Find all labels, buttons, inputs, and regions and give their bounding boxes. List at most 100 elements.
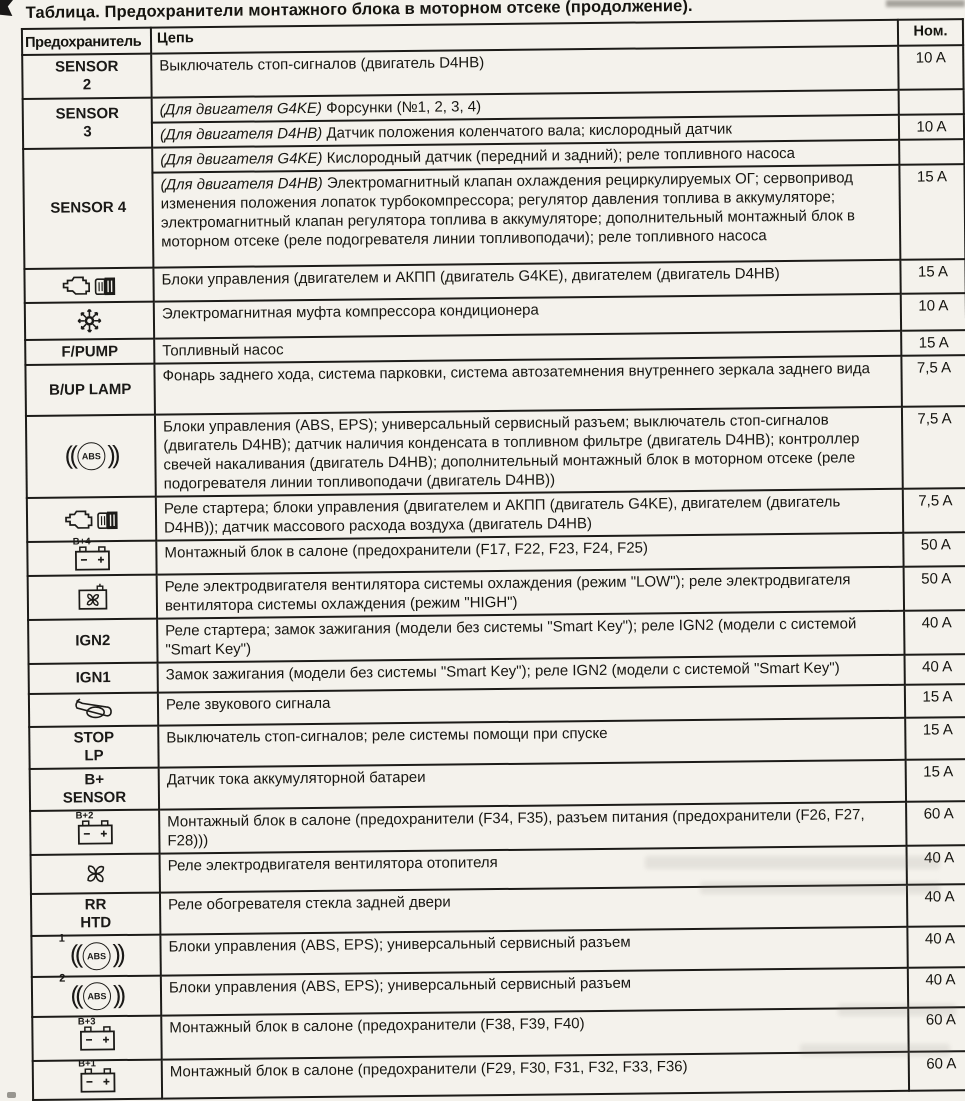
ac-compressor-icon <box>74 305 105 336</box>
battery-icon: B+4 <box>73 536 110 571</box>
circuit-cell: Монтажный блок в салоне (предохранители … <box>161 1007 909 1060</box>
fuse-code-label: B+4 <box>72 536 91 548</box>
circuit-text: Топливный насос <box>162 341 284 360</box>
circuit-cell: Реле электродвигателя вентилятора систем… <box>156 566 905 619</box>
circuit-cell: Реле стартера; блоки управления (двигате… <box>155 488 904 541</box>
table-row: ((ABS)) Блоки управления (ABS, EPS); унив… <box>25 406 965 498</box>
battery-icon: B+1 <box>78 1058 115 1093</box>
rating-cell: 40 A <box>907 967 965 1008</box>
fuse-cell <box>28 692 159 727</box>
header-fuse: Предохранитель <box>21 27 152 55</box>
circuit-cell: Фонарь заднего хода, система парковки, с… <box>154 355 902 415</box>
table-row: B+4 Монтажный блок в салоне (предохраните… <box>27 532 965 576</box>
circuit-text: Датчик тока аккумуляторной батареи <box>166 768 426 789</box>
fuse-cell: B+4 <box>27 536 157 576</box>
circuit-cell: Монтажный блок в салоне (предохранители … <box>161 1051 910 1099</box>
circuit-text: Кислородный датчик (передний и задний); … <box>322 144 796 167</box>
fuse-cell: SENSOR 2 <box>22 53 152 99</box>
table-row: B+2 Монтажный блок в салоне (предохраните… <box>30 801 965 855</box>
circuit-cell: Выключатель стоп-сигналов (двигатель D4H… <box>151 45 899 98</box>
fuse-code-label: B+2 <box>75 810 94 822</box>
circuit-text: Выключатель стоп-сигналов; реле системы … <box>166 724 608 747</box>
circuit-text: Блоки управления (ABS, EPS); универсальн… <box>168 974 632 997</box>
table-row: Реле стартера; блоки управления (двигате… <box>26 488 965 542</box>
paren-glyph: (( <box>69 940 80 969</box>
scan-artifact-corner <box>0 0 13 16</box>
circuit-text: Реле стартера; замок зажигания (модели б… <box>165 615 857 659</box>
fuse-label: RR <box>84 896 107 914</box>
horn-icon <box>71 696 115 723</box>
fuse-label: SENSOR <box>55 104 120 123</box>
rating-cell: 7,5 A <box>901 355 965 407</box>
rating-cell <box>898 89 964 115</box>
scanned-page: Таблица. Предохранители монтажного блока… <box>21 0 965 1101</box>
rating-cell: 15 A <box>899 164 965 260</box>
rating-cell: 15 A <box>905 717 965 760</box>
abs-circle: ABS <box>77 442 106 471</box>
paren-glyph: )) <box>112 980 123 1009</box>
engine-variant-note: (Для двигателя D4HB) <box>160 174 323 194</box>
fuse-cell <box>26 496 157 542</box>
circuit-text: Замок зажигания (модели без системы "Sma… <box>165 659 840 684</box>
fuse-index-label: 1 <box>58 932 65 945</box>
paren-glyph: )) <box>112 939 123 969</box>
circuit-text: Фонарь заднего хода, система парковки, с… <box>162 360 871 385</box>
paren-glyph: )) <box>107 440 118 469</box>
rating-cell: 15 A <box>905 759 965 802</box>
rating-cell: 60 A <box>906 801 965 846</box>
table-body: SENSOR 2 Выключатель стоп-сигналов (двигат… <box>22 45 965 1100</box>
rating-cell: 40 A <box>904 610 965 655</box>
circuit-cell: Реле стартера; замок зажигания (модели б… <box>157 610 905 663</box>
fuse-cell: ((ABS)) <box>25 414 156 498</box>
engine-transmission-icon <box>60 272 118 298</box>
abs-icon: ((ABS)) 2 <box>59 973 123 1011</box>
rating-cell: 7,5 A <box>902 488 965 533</box>
fuse-cell: IGN2 <box>28 618 158 664</box>
fuse-cell: B+1 <box>32 1058 163 1100</box>
table-row: Блоки управления (двигателем и АКПП (дви… <box>24 259 965 303</box>
scan-artifact-bleed <box>838 1004 956 1016</box>
fuse-label: IGN2 <box>75 632 111 650</box>
circuit-text: Блоки управления (ABS, EPS); универсальн… <box>162 411 860 493</box>
scan-artifact-bleed <box>645 856 940 869</box>
rating-cell: 10 A <box>898 45 964 90</box>
fuse-cell: SENSOR 3 <box>22 97 153 149</box>
fuse-cell: IGN1 <box>28 662 158 694</box>
cooling-fan-relay-icon <box>75 582 109 612</box>
rating-cell: 40 A <box>904 654 965 685</box>
circuit-text: Монтажный блок в салоне (предохранители … <box>164 539 649 562</box>
rating-cell: 10 A <box>898 114 965 140</box>
fuse-label: HTD <box>80 914 112 932</box>
fuse-label: 3 <box>83 123 92 141</box>
rating-cell: 60 A <box>908 1051 965 1091</box>
table-row: (Для двигателя D4HB) Электромагнитный кл… <box>23 164 965 269</box>
fuse-table: Предохранитель Цепь Ном. SENSOR 2 Выключат… <box>21 18 965 1101</box>
battery-icon: B+2 <box>76 810 113 845</box>
circuit-text: Блоки управления (двигателем и АКПП (дви… <box>161 265 780 289</box>
fuse-cell: STOP LP <box>29 725 159 769</box>
fuse-cell <box>30 853 160 894</box>
fuse-label: STOP <box>73 729 115 747</box>
fuse-cell <box>24 301 155 340</box>
circuit-text: Монтажный блок в салоне (предохранители … <box>169 1015 585 1037</box>
circuit-text: Форсунки (№1, 2, 3, 4) <box>321 98 482 117</box>
battery-icon: B+3 <box>78 1016 115 1051</box>
engine-variant-note: (Для двигателя G4KE) <box>159 99 323 119</box>
rating-cell: 40 A <box>907 926 965 968</box>
fuse-label: B+ <box>84 771 105 789</box>
circuit-text: Реле звукового сигнала <box>165 694 331 714</box>
rating-cell <box>899 139 965 165</box>
fuse-cell: B+3 <box>32 1015 162 1061</box>
table-row: B+1 Монтажный блок в салоне (предохраните… <box>32 1051 965 1100</box>
engine-transmission-icon <box>62 506 120 532</box>
fuse-cell: RR HTD <box>30 892 161 936</box>
scan-artifact-smudge <box>886 0 965 7</box>
fuse-cell: ((ABS)) 1 <box>31 932 161 977</box>
fuse-cell: F/PUMP <box>25 338 155 365</box>
circuit-text: Монтажный блок в салоне (предохранители … <box>169 1058 688 1081</box>
rating-cell: 10 A <box>900 293 965 331</box>
circuit-text: Датчик положения коленчатого вала; кисло… <box>322 120 733 142</box>
circuit-text: Реле стартера; блоки управления (двигате… <box>163 493 841 537</box>
rating-cell: 50 A <box>903 566 965 611</box>
